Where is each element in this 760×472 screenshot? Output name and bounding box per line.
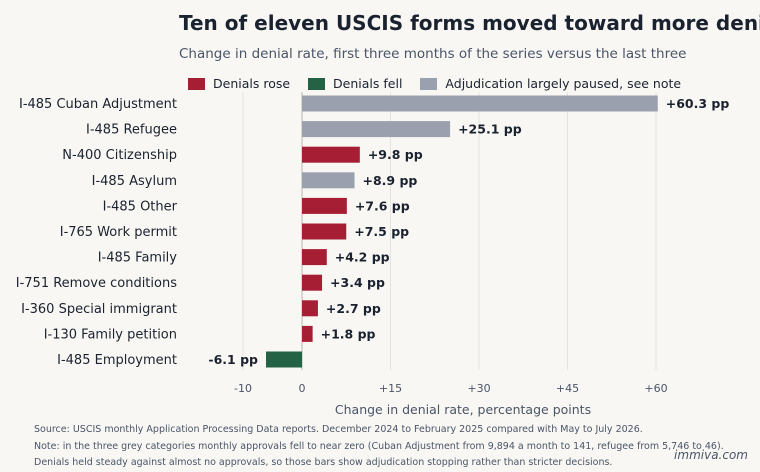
- category-label: I-751 Remove conditions: [16, 276, 177, 291]
- x-tick-label: +45: [556, 382, 579, 395]
- footnotes: Source: USCIS monthly Application Proces…: [34, 422, 724, 472]
- x-tick-label: +15: [379, 382, 402, 395]
- legend-item-fell: Denials fell: [308, 76, 402, 91]
- brand-mark: immiva.com: [674, 448, 748, 462]
- bar: [302, 146, 360, 163]
- legend-label-fell: Denials fell: [333, 76, 403, 91]
- chart-title: Ten of eleven USCIS forms moved toward m…: [179, 11, 760, 35]
- value-label: +2.7 pp: [326, 301, 381, 316]
- bar: [266, 351, 302, 368]
- value-label: +8.9 pp: [363, 173, 418, 188]
- x-tick-label: +60: [644, 382, 667, 395]
- bar: [302, 197, 347, 214]
- approval-note: Note: in the three grey categories month…: [34, 440, 724, 452]
- chart-subtitle: Change in denial rate, first three month…: [179, 46, 687, 62]
- category-label: I-130 Family petition: [44, 327, 177, 342]
- category-label: N-400 Citizenship: [62, 148, 177, 163]
- bar: [302, 325, 313, 342]
- bar: [302, 95, 658, 112]
- category-label: I-485 Asylum: [92, 174, 177, 189]
- category-label: I-485 Family: [98, 251, 178, 266]
- category-label: I-485 Employment: [57, 353, 177, 368]
- bar: [302, 223, 347, 240]
- value-label: +9.8 pp: [368, 147, 423, 162]
- legend-swatch-rose: [188, 77, 205, 90]
- bar: [302, 300, 318, 317]
- legend-swatch-fell: [308, 77, 326, 90]
- x-axis-label: Change in denial rate, percentage points: [335, 402, 591, 417]
- value-label: +4.2 pp: [335, 250, 390, 265]
- category-label: I-485 Other: [103, 199, 178, 214]
- bar: [302, 249, 327, 266]
- bar: [302, 121, 451, 138]
- source-note: Source: USCIS monthly Application Proces…: [34, 424, 643, 435]
- legend-item-rose: Denials rose: [188, 76, 290, 91]
- category-label: I-485 Cuban Adjustment: [19, 97, 177, 112]
- legend-label-rose: Denials rose: [213, 76, 291, 91]
- value-label: +60.3 pp: [666, 96, 730, 111]
- value-label: +7.6 pp: [355, 198, 410, 213]
- legend-item-paused: Adjudication largely paused, see note: [420, 76, 681, 91]
- bar: [302, 172, 355, 189]
- legend: Denials rose Denials fell Adjudication l…: [188, 76, 699, 91]
- value-label: +7.5 pp: [354, 224, 409, 239]
- legend-label-paused: Adjudication largely paused, see note: [445, 76, 682, 91]
- x-tick-label: 0: [299, 382, 306, 395]
- category-label: I-485 Refugee: [86, 123, 177, 138]
- category-label: I-765 Work permit: [60, 225, 177, 240]
- bar: [302, 274, 323, 291]
- value-label: +25.1 pp: [458, 122, 522, 137]
- category-label: I-360 Special immigrant: [21, 302, 177, 317]
- denial-note: Denials held steady against almost no ap…: [34, 457, 613, 468]
- value-label: +1.8 pp: [321, 326, 376, 341]
- legend-swatch-paused: [420, 77, 438, 90]
- value-label: -6.1 pp: [208, 352, 258, 367]
- x-tick-label: +30: [467, 382, 490, 395]
- value-label: +3.4 pp: [330, 275, 385, 290]
- x-tick-label: -10: [234, 382, 252, 395]
